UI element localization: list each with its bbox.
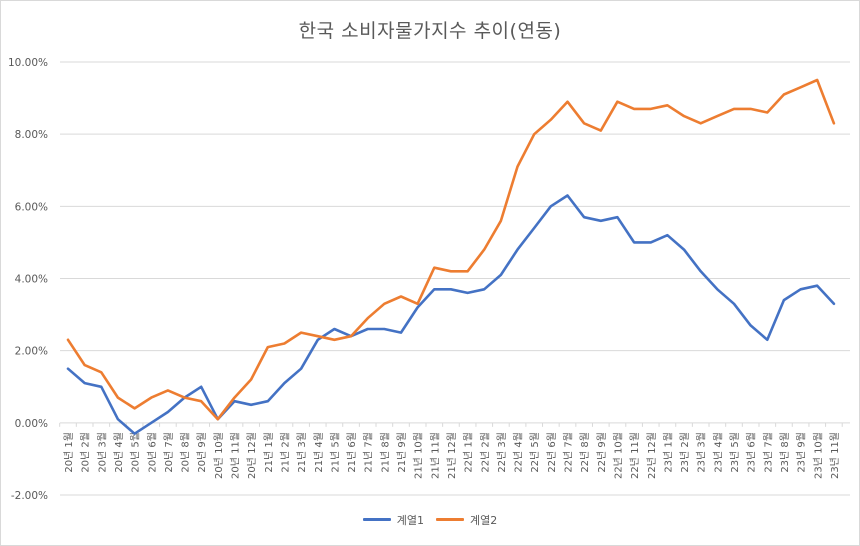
y-tick-label: 2.00% (15, 346, 48, 358)
series-line-2 (66, 78, 836, 421)
x-tick-label: 20년 2월 (80, 432, 92, 473)
y-tick-label: 6.00% (15, 201, 48, 213)
series-lines (66, 78, 836, 436)
y-tick-label: -2.00% (11, 490, 48, 502)
x-tick-label: 21년 3월 (296, 432, 308, 473)
legend-item-2: 계열2 (436, 512, 497, 528)
y-axis-tick-labels: -2.00% 0.00% 2.00% 4.00% 6.00% 8.00% 10.00% (8, 57, 48, 502)
x-tick-label: 21년 10월 (413, 432, 425, 479)
x-tick-label: 20년 6월 (146, 432, 158, 473)
chart-title: 한국 소비자물가지수 추이(연동) (298, 20, 562, 42)
x-tick-label: 21년 11월 (429, 432, 441, 479)
x-tick-label: 22년 4월 (513, 432, 525, 473)
x-axis-tick-labels: 20년 1월 20년 2월 20년 3월 20년 4월 20년 5월 20년 6월 20년 … (63, 432, 841, 479)
y-tick-label: 8.00% (15, 129, 48, 141)
x-tick-label: 22년 5월 (529, 432, 541, 473)
x-tick-label: 21년 9월 (396, 432, 408, 473)
x-tick-label: 22년 10월 (612, 432, 624, 479)
x-tick-label: 23년 1월 (662, 432, 674, 473)
y-tick-label: 4.00% (15, 274, 48, 286)
x-tick-label: 20년 3월 (96, 432, 108, 473)
x-tick-label: 20년 7월 (163, 432, 175, 473)
x-tick-label: 22년 6월 (546, 432, 558, 473)
legend-item-1: 계열1 (362, 512, 424, 528)
x-tick-label: 20년 11월 (230, 432, 242, 479)
x-tick-label: 23년 7월 (762, 432, 774, 473)
x-tick-label: 21년 8월 (379, 432, 391, 473)
x-tick-label: 22년 1월 (463, 432, 475, 473)
x-tick-label: 23년 2월 (679, 432, 691, 473)
x-tick-label: 22년 9월 (596, 432, 608, 473)
y-tick-label: 0.00% (15, 418, 48, 430)
x-tick-label: 20년 4월 (113, 432, 125, 473)
y-tick-label: 10.00% (8, 57, 48, 69)
series-line-1 (66, 194, 836, 436)
x-tick-label: 23년 9월 (796, 432, 808, 473)
x-tick-label: 23년 6월 (746, 432, 758, 473)
x-tick-label: 23년 4월 (712, 432, 724, 473)
x-tick-label: 20년 12월 (246, 432, 258, 479)
x-tick-label: 23년 5월 (729, 432, 741, 473)
x-tick-label: 21년 6월 (346, 432, 358, 473)
x-tick-label: 22년 8월 (579, 432, 591, 473)
x-tick-label: 23년 8월 (779, 432, 791, 473)
legend-swatch (436, 518, 464, 521)
x-tick-label: 20년 10월 (213, 432, 225, 479)
x-tick-label: 21년 2월 (279, 432, 291, 473)
x-tick-label: 21년 1월 (263, 432, 275, 473)
x-tick-label: 20년 5월 (130, 432, 142, 473)
x-tick-label: 22년 12월 (646, 432, 658, 479)
x-tick-label: 22년 3월 (496, 432, 508, 473)
gridlines (59, 61, 850, 496)
legend-label: 계열2 (470, 513, 498, 527)
x-tick-label: 21년 4월 (313, 432, 325, 473)
x-tick-label: 22년 2월 (479, 432, 491, 473)
x-tick-label: 23년 10월 (812, 432, 824, 479)
x-tick-label: 21년 5월 (329, 432, 341, 473)
x-tick-label: 21년 12월 (446, 432, 458, 479)
x-tick-label: 23년 11월 (829, 432, 841, 479)
legend: 계열1 계열2 (0, 511, 860, 528)
x-tick-label: 20년 8월 (180, 432, 192, 473)
x-tick-label: 21년 7월 (363, 432, 375, 473)
x-tick-label: 22년 11월 (629, 432, 641, 479)
legend-swatch (362, 518, 391, 521)
legend-label: 계열1 (396, 513, 424, 527)
x-tick-label: 20년 9월 (196, 432, 208, 473)
x-tick-label: 23년 3월 (696, 432, 708, 473)
x-tick-label: 20년 1월 (63, 432, 75, 473)
x-tick-label: 22년 7월 (563, 432, 575, 473)
